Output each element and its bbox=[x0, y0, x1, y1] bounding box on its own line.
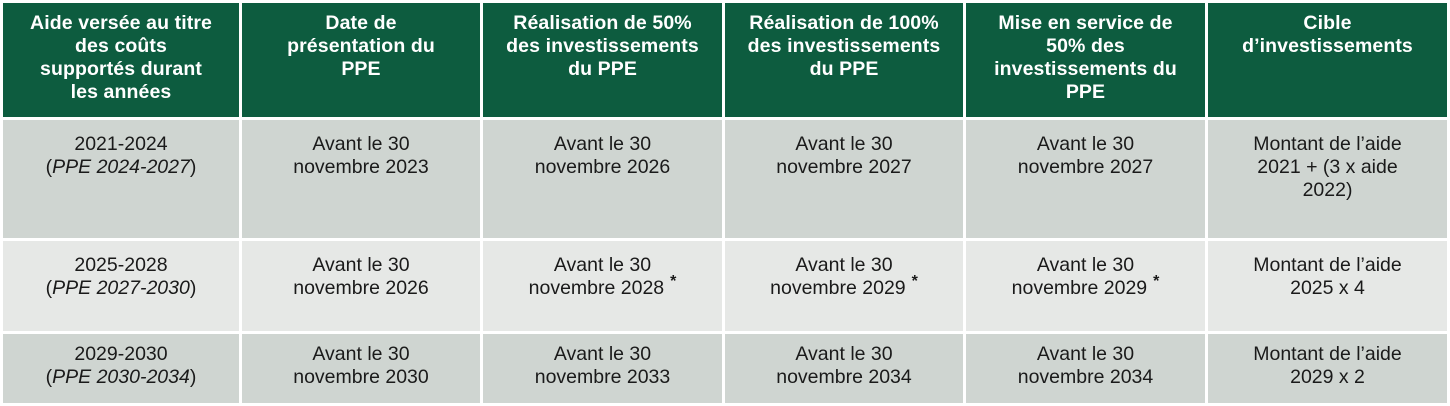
header-service-l1: Mise en service de bbox=[998, 12, 1173, 34]
target-line-2: 2029 x 2 bbox=[1290, 366, 1365, 388]
header-aide-l4: les années bbox=[70, 81, 172, 103]
footnote-asterisk: * bbox=[911, 273, 918, 290]
deadline-line-2: novembre 2027 bbox=[776, 156, 912, 178]
deadline-line-2: novembre 2026 bbox=[293, 277, 429, 299]
cell-cible: Montant de l’aide 2025 x 4 bbox=[1208, 241, 1447, 331]
deadline-line-2: novembre 2030 bbox=[293, 366, 429, 388]
cell-realisation-50: Avant le 30 novembre 2026 bbox=[483, 120, 722, 238]
target-line-3: 2022) bbox=[1302, 179, 1353, 201]
deadline-line-1: Avant le 30 bbox=[795, 343, 893, 365]
header-service-l3: investissements du bbox=[994, 58, 1177, 80]
header-date-presentation: Date de présentation du PPE bbox=[242, 3, 480, 117]
target-line-2: 2021 + (3 x aide bbox=[1257, 156, 1398, 178]
header-date-l3: PPE bbox=[341, 58, 381, 80]
header-real100-l1: Réalisation de 100% bbox=[749, 12, 939, 34]
deadline-line-1: Avant le 30 bbox=[312, 343, 410, 365]
target-line-1: Montant de l’aide bbox=[1253, 133, 1402, 155]
deadline-line-2: novembre 2029 bbox=[1011, 277, 1148, 299]
ppe-period: (PPE 2030-2034) bbox=[45, 366, 197, 388]
cell-years: 2029-2030 (PPE 2030-2034) bbox=[3, 334, 239, 403]
ppe-range: PPE 2024-2027 bbox=[52, 156, 190, 178]
deadline-line-1: Avant le 30 bbox=[553, 254, 652, 276]
deadline-line-2-wrap: novembre 2029 * bbox=[972, 273, 1199, 301]
footnote-asterisk: * bbox=[670, 273, 677, 290]
deadline-line-1: Avant le 30 bbox=[312, 254, 410, 276]
cell-presentation: Avant le 30 novembre 2030 bbox=[242, 334, 480, 403]
deadline-line-1: Avant le 30 bbox=[553, 343, 652, 365]
cell-mise-en-service: Avant le 30 novembre 2027 bbox=[966, 120, 1205, 238]
deadline-line-2: novembre 2029 bbox=[770, 277, 906, 299]
table-header: Aide versée au titre des coûts supportés… bbox=[3, 3, 1447, 117]
deadline-line-1: Avant le 30 bbox=[1036, 133, 1135, 155]
deadline-line-2: novembre 2034 bbox=[776, 366, 912, 388]
cell-realisation-100: Avant le 30 novembre 2029 * bbox=[725, 241, 963, 331]
header-date-l2: présentation du bbox=[287, 35, 435, 57]
header-aide-l3: supportés durant bbox=[40, 58, 202, 80]
header-cible-l1: Cible bbox=[1303, 12, 1352, 34]
deadline-line-1: Avant le 30 bbox=[795, 254, 893, 276]
cell-presentation: Avant le 30 novembre 2023 bbox=[242, 120, 480, 238]
ppe-range: PPE 2027-2030 bbox=[52, 277, 190, 299]
ppe-period: (PPE 2024-2027) bbox=[45, 156, 197, 178]
deadline-line-1: Avant le 30 bbox=[553, 133, 652, 155]
table-row: 2029-2030 (PPE 2030-2034) Avant le 30 no… bbox=[3, 334, 1447, 403]
footnote-asterisk: * bbox=[1153, 273, 1160, 290]
header-aide-l2: des coûts bbox=[75, 35, 167, 57]
deadline-line-2: novembre 2026 bbox=[534, 156, 671, 178]
ppe-range: PPE 2030-2034 bbox=[52, 366, 190, 388]
header-real50-l3: du PPE bbox=[568, 58, 637, 80]
cell-mise-en-service: Avant le 30 novembre 2034 bbox=[966, 334, 1205, 403]
table-row: 2025-2028 (PPE 2027-2030) Avant le 30 no… bbox=[3, 241, 1447, 331]
header-date-l1: Date de bbox=[325, 12, 397, 34]
cell-realisation-50: Avant le 30 novembre 2033 bbox=[483, 334, 722, 403]
header-realisation-50: Réalisation de 50% des investissements d… bbox=[483, 3, 722, 117]
cell-realisation-100: Avant le 30 novembre 2034 bbox=[725, 334, 963, 403]
cell-years: 2021-2024 (PPE 2024-2027) bbox=[3, 120, 239, 238]
target-line-1: Montant de l’aide bbox=[1253, 254, 1402, 276]
cell-presentation: Avant le 30 novembre 2026 bbox=[242, 241, 480, 331]
ppe-period: (PPE 2027-2030) bbox=[45, 277, 197, 299]
header-real50-l2: des investissements bbox=[506, 35, 699, 57]
header-row: Aide versée au titre des coûts supportés… bbox=[3, 3, 1447, 117]
deadline-line-1: Avant le 30 bbox=[1036, 343, 1135, 365]
deadline-line-1: Avant le 30 bbox=[312, 133, 410, 155]
header-aide-annees: Aide versée au titre des coûts supportés… bbox=[3, 3, 239, 117]
target-line-1: Montant de l’aide bbox=[1253, 343, 1402, 365]
header-service-l2: 50% des bbox=[1046, 35, 1125, 57]
header-mise-en-service: Mise en service de 50% des investissemen… bbox=[966, 3, 1205, 117]
deadline-line-2: novembre 2034 bbox=[1017, 366, 1154, 388]
deadline-line-2: novembre 2023 bbox=[293, 156, 429, 178]
cell-mise-en-service: Avant le 30 novembre 2029 * bbox=[966, 241, 1205, 331]
header-realisation-100: Réalisation de 100% des investissements … bbox=[725, 3, 963, 117]
deadline-line-2: novembre 2033 bbox=[534, 366, 671, 388]
cell-cible: Montant de l’aide 2021 + (3 x aide 2022) bbox=[1208, 120, 1447, 238]
cell-realisation-50: Avant le 30 novembre 2028 * bbox=[483, 241, 722, 331]
deadline-line-1: Avant le 30 bbox=[1036, 254, 1135, 276]
years-value: 2021-2024 bbox=[74, 133, 168, 155]
deadline-line-2-wrap: novembre 2029 * bbox=[731, 273, 957, 301]
header-real100-l3: du PPE bbox=[809, 58, 879, 80]
table-row: 2021-2024 (PPE 2024-2027) Avant le 30 no… bbox=[3, 120, 1447, 238]
deadline-line-2-wrap: novembre 2028 * bbox=[489, 273, 716, 301]
table-body: 2021-2024 (PPE 2024-2027) Avant le 30 no… bbox=[3, 120, 1447, 403]
cell-cible: Montant de l’aide 2029 x 2 bbox=[1208, 334, 1447, 403]
years-value: 2025-2028 bbox=[74, 254, 168, 276]
cell-years: 2025-2028 (PPE 2027-2030) bbox=[3, 241, 239, 331]
header-cible: Cible d’investissements bbox=[1208, 3, 1447, 117]
deadline-line-1: Avant le 30 bbox=[795, 133, 893, 155]
header-real50-l1: Réalisation de 50% bbox=[513, 12, 692, 34]
header-real100-l2: des investissements bbox=[747, 35, 941, 57]
header-aide-l1: Aide versée au titre bbox=[30, 12, 212, 34]
deadline-line-2: novembre 2027 bbox=[1017, 156, 1154, 178]
header-service-l4: PPE bbox=[1065, 81, 1106, 103]
header-cible-l2: d’investissements bbox=[1242, 35, 1413, 57]
target-line-2: 2025 x 4 bbox=[1290, 277, 1365, 299]
cell-realisation-100: Avant le 30 novembre 2027 bbox=[725, 120, 963, 238]
years-value: 2029-2030 bbox=[74, 343, 168, 365]
deadline-line-2: novembre 2028 bbox=[528, 277, 665, 299]
